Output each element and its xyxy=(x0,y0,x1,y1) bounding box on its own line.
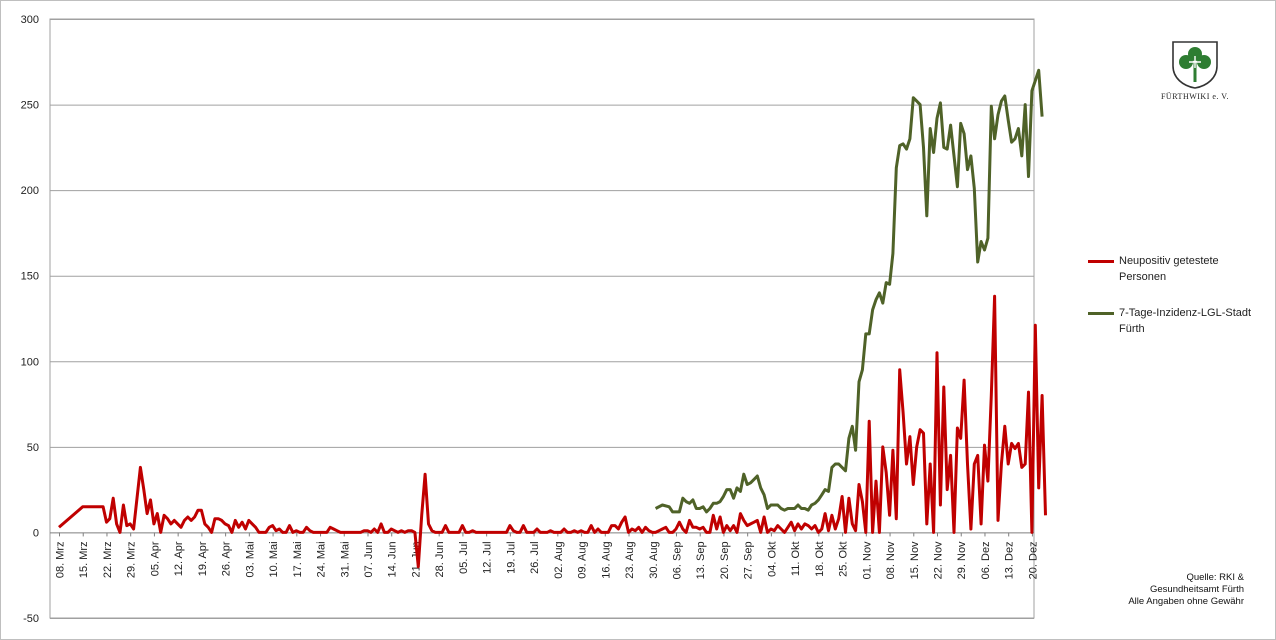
fuerthwiki-logo: FÜRTHWIKI e. V. xyxy=(1150,38,1240,108)
legend-item-inzidenz: 7-Tage-Inzidenz-LGL-Stadt Fürth xyxy=(1088,305,1268,339)
x-tick-label: 18. Okt xyxy=(814,541,826,576)
x-tick-label: 04. Okt xyxy=(766,541,778,576)
y-tick-label: 100 xyxy=(21,356,39,368)
x-tick-label: 10. Mai xyxy=(268,541,280,577)
legend-item-neupositiv: Neupositiv getestete Personen xyxy=(1088,253,1268,287)
x-tick-label: 22. Nov xyxy=(933,541,945,579)
y-tick-label: 50 xyxy=(27,442,39,454)
x-tick-label: 07. Jun xyxy=(363,541,375,577)
legend-label-line: Fürth xyxy=(1119,323,1145,335)
x-tick-label: 12. Apr xyxy=(173,541,185,576)
series-line-inzidenz xyxy=(654,68,1044,514)
x-axis: 08. Mrz 15. Mrz 22. Mrz 29. Mrz 05. Apr 12. A… xyxy=(55,532,1039,579)
x-tick-label: 13. Dez xyxy=(1004,541,1016,579)
series-line-neupositiv xyxy=(58,294,1047,569)
x-tick-label: 06. Dez xyxy=(980,541,992,579)
x-tick-label: 14. Jun xyxy=(387,541,399,577)
y-tick-label: 250 xyxy=(21,100,39,112)
x-tick-label: 29. Mrz xyxy=(126,541,138,578)
x-tick-label: 29. Nov xyxy=(956,541,968,579)
legend-label-line: Neupositiv getestete xyxy=(1119,255,1219,267)
x-tick-label: 08. Nov xyxy=(885,541,897,579)
y-tick-label: 150 xyxy=(21,271,39,283)
x-tick-label: 31. Mai xyxy=(339,541,351,577)
x-tick-label: 23. Aug xyxy=(624,541,636,578)
x-tick-label: 20. Sep xyxy=(719,541,731,579)
x-tick-label: 26. Jul xyxy=(529,541,541,573)
x-tick-label: 17. Mai xyxy=(292,541,304,577)
x-tick-label: 16. Aug xyxy=(600,541,612,578)
x-tick-label: 13. Sep xyxy=(695,541,707,579)
source-line: Quelle: RKI & xyxy=(1186,572,1244,583)
source-line: Gesundheitsamt Fürth xyxy=(1150,584,1244,595)
legend-label-inzidenz: 7-Tage-Inzidenz-LGL-Stadt Fürth xyxy=(1119,305,1267,337)
y-tick-label: 0 xyxy=(33,527,39,539)
x-tick-label: 24. Mai xyxy=(316,541,328,577)
x-tick-label: 27. Sep xyxy=(743,541,755,579)
y-axis: -50 0 50 100 150 200 250 300 xyxy=(21,14,39,625)
source-note: Quelle: RKI & Gesundheitsamt Fürth Alle … xyxy=(1100,572,1244,608)
x-tick-label: 30. Aug xyxy=(648,541,660,578)
x-tick-label: 19. Jul xyxy=(505,541,517,573)
legend-label-neupositiv: Neupositiv getestete Personen xyxy=(1119,253,1267,285)
x-tick-label: 09. Aug xyxy=(577,541,589,578)
x-tick-label: 19. Apr xyxy=(197,541,209,576)
y-tick-label: -50 xyxy=(23,613,39,625)
legend-label-line: 7-Tage-Inzidenz-LGL-Stadt xyxy=(1119,307,1252,319)
x-tick-label: 26. Apr xyxy=(221,541,233,576)
x-tick-label: 02. Aug xyxy=(553,541,565,578)
x-tick-label: 06. Sep xyxy=(671,541,683,579)
x-tick-label: 01. Nov xyxy=(861,541,873,579)
x-tick-label: 22. Mrz xyxy=(102,541,114,578)
y-tick-label: 200 xyxy=(21,185,39,197)
legend-swatch-inzidenz xyxy=(1088,312,1114,315)
x-tick-label: 05. Jul xyxy=(458,541,470,573)
x-tick-label: 15. Nov xyxy=(909,541,921,579)
x-tick-label: 25. Okt xyxy=(838,541,850,576)
x-tick-label: 15. Mrz xyxy=(78,541,90,578)
x-tick-label: 05. Apr xyxy=(149,541,161,576)
series-layer xyxy=(58,68,1047,569)
source-line: Alle Angaben ohne Gewähr xyxy=(1128,596,1244,607)
logo-text: FÜRTHWIKI e. V. xyxy=(1160,92,1230,101)
x-tick-label: 28. Jun xyxy=(434,541,446,577)
x-tick-label: 03. Mai xyxy=(244,541,256,577)
x-tick-label: 11. Okt xyxy=(790,541,802,576)
x-tick-label: 12. Jul xyxy=(482,541,494,573)
legend-label-line: Personen xyxy=(1119,271,1167,283)
legend-swatch-neupositiv xyxy=(1088,260,1114,263)
cloverleaf-shield-icon xyxy=(1172,41,1218,89)
x-tick-label: 20. Dez xyxy=(1027,541,1039,579)
x-tick-label: 08. Mrz xyxy=(55,541,67,578)
y-tick-label: 300 xyxy=(21,14,39,26)
